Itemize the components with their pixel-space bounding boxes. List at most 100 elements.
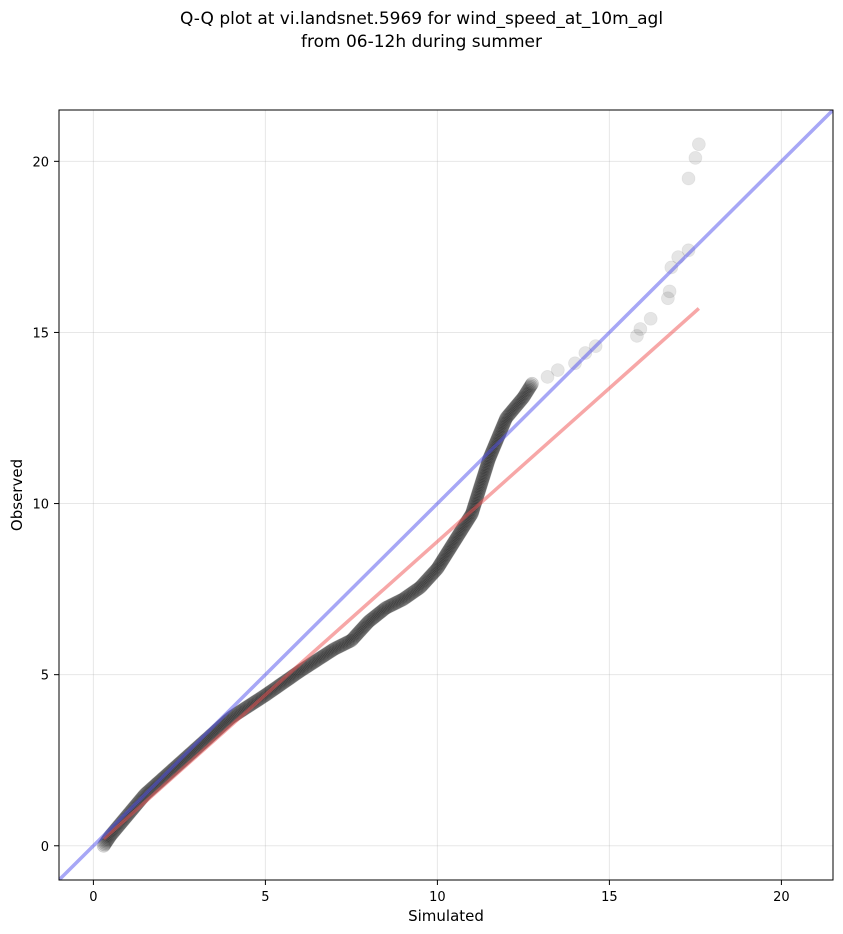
qq-point — [310, 653, 324, 668]
qq-point — [479, 461, 494, 475]
qq-point — [358, 618, 373, 633]
qq-point — [346, 631, 361, 645]
qq-point — [475, 474, 489, 489]
qq-point — [445, 538, 460, 553]
qq-point — [425, 567, 439, 582]
qq-point — [364, 612, 378, 627]
qq-point — [474, 475, 489, 490]
qq-point — [433, 556, 448, 571]
qq-point — [480, 458, 495, 472]
qq-point — [320, 646, 335, 661]
qq-point — [312, 651, 327, 666]
qq-point — [498, 412, 513, 427]
qq-point — [520, 383, 535, 398]
qq-point — [343, 634, 357, 649]
qq-point — [410, 582, 425, 597]
qq-point — [455, 522, 469, 537]
qq-point — [472, 481, 487, 496]
qq-point — [319, 647, 334, 662]
x-tick-label: 0 — [89, 890, 97, 905]
qq-point — [476, 469, 491, 484]
qq-point — [335, 637, 350, 652]
qq-point — [428, 564, 443, 578]
qq-point — [467, 498, 482, 512]
qq-point — [394, 593, 409, 607]
qq-point — [361, 614, 376, 629]
qq-point — [355, 621, 370, 636]
qq-point — [359, 617, 374, 631]
qq-point — [427, 565, 442, 580]
x-tick-label: 10 — [429, 890, 446, 905]
qq-point — [303, 657, 318, 672]
qq-point — [643, 311, 658, 326]
qq-point — [424, 568, 438, 583]
qq-point — [437, 551, 451, 566]
qq-point — [568, 356, 582, 371]
chart-title-line-2: from 06-12h during summer — [301, 32, 542, 52]
qq-point — [479, 459, 494, 474]
qq-point — [506, 402, 521, 417]
qq-point — [419, 573, 434, 588]
qq-point — [408, 584, 422, 598]
qq-point — [452, 526, 467, 541]
qq-point — [473, 480, 488, 495]
qq-point — [348, 628, 363, 643]
qq-point — [311, 652, 326, 667]
qq-point — [681, 243, 696, 258]
qq-point — [505, 403, 520, 418]
qq-point — [440, 546, 455, 560]
qq-point — [478, 464, 493, 478]
qq-point — [471, 486, 486, 501]
qq-point — [402, 587, 417, 602]
qq-point — [497, 415, 512, 430]
y-tick-label: 10 — [32, 498, 49, 513]
qq-point — [511, 396, 526, 411]
qq-point — [360, 615, 375, 630]
qq-point — [454, 523, 469, 538]
grid-lines — [59, 110, 833, 880]
qq-point — [477, 466, 492, 481]
qq-point — [273, 677, 288, 692]
qq-point — [308, 654, 323, 668]
qq-point — [437, 549, 452, 564]
qq-point — [322, 645, 336, 660]
qq-point — [331, 639, 346, 654]
qq-point — [664, 260, 679, 275]
qq-point — [353, 624, 367, 638]
qq-point — [415, 578, 430, 592]
qq-point — [367, 609, 382, 624]
qq-point — [340, 635, 355, 650]
qq-point — [384, 598, 399, 612]
qq-point — [96, 838, 111, 853]
qq-point — [431, 560, 446, 575]
qq-point — [354, 622, 368, 637]
qq-point — [447, 534, 462, 549]
qq-point — [341, 634, 356, 649]
qq-point — [347, 630, 362, 644]
qq-point — [550, 363, 565, 377]
qq-point — [300, 659, 315, 674]
qq-point — [404, 586, 418, 601]
qq-point — [455, 521, 470, 536]
qq-point — [503, 406, 518, 421]
qq-point — [123, 804, 138, 819]
qq-point — [500, 409, 515, 424]
qq-point — [352, 625, 366, 640]
qq-point — [421, 571, 436, 585]
qq-point — [507, 401, 522, 416]
qq-point — [485, 445, 499, 459]
qq-point — [345, 632, 360, 647]
reference-lines — [59, 110, 833, 880]
qq-point — [522, 380, 537, 395]
qq-point — [478, 462, 493, 477]
qq-point — [449, 531, 464, 546]
qq-point — [471, 484, 486, 499]
qq-point — [122, 805, 137, 820]
qq-point — [450, 529, 465, 543]
qq-point — [441, 544, 455, 559]
qq-point — [519, 385, 534, 399]
qq-point — [496, 416, 511, 431]
qq-point — [502, 407, 517, 422]
qq-point — [498, 413, 512, 428]
qq-point — [386, 597, 400, 612]
